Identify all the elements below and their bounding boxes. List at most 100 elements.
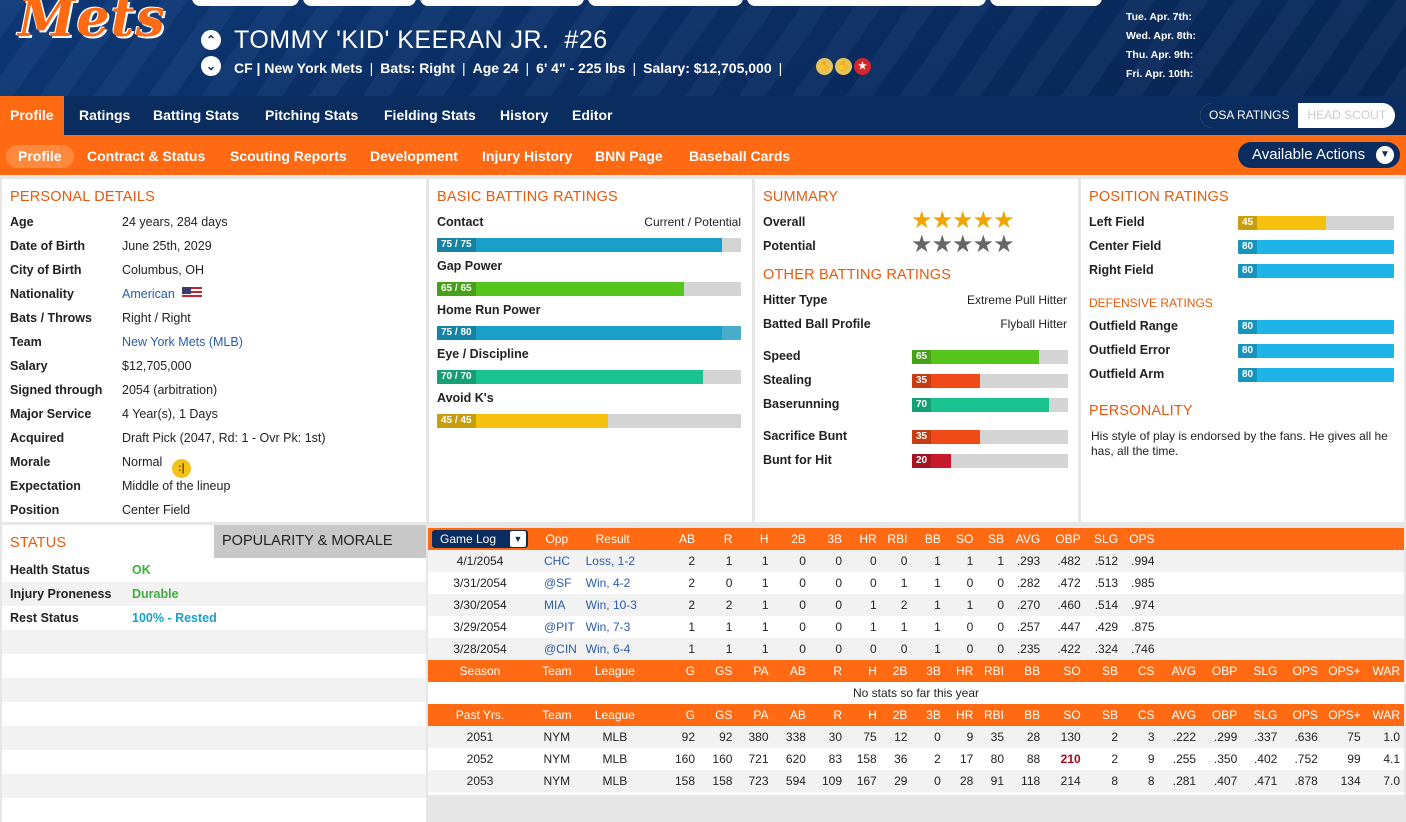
column-header[interactable]: HR [846, 528, 881, 550]
column-header[interactable]: SO [1044, 704, 1085, 726]
column-header[interactable]: 3B [911, 660, 945, 682]
column-header[interactable]: CS [1122, 660, 1159, 682]
opponent-link[interactable]: @CIN [532, 638, 582, 660]
tab-editor[interactable]: Editor [572, 107, 613, 123]
column-header[interactable]: PA [736, 704, 773, 726]
column-header[interactable]: H [846, 660, 881, 682]
column-header[interactable]: OPS+ [1321, 704, 1365, 726]
subtab-profile[interactable]: Profile [6, 145, 74, 168]
column-header[interactable]: SO [944, 528, 978, 550]
column-header[interactable]: WAR [1364, 660, 1404, 682]
subtab-bnn-page[interactable]: BNN Page [595, 148, 663, 164]
column-header[interactable]: SB [977, 528, 1009, 550]
tab-batting-stats[interactable]: Batting Stats [153, 107, 240, 123]
subtab-scouting-reports[interactable]: Scouting Reports [230, 148, 347, 164]
column-header[interactable]: HR [944, 704, 978, 726]
previous-player-chevron-up-icon[interactable]: ⌃ [201, 30, 221, 50]
top-nav-pill[interactable] [588, 0, 743, 6]
column-header[interactable]: G [648, 704, 699, 726]
column-header[interactable]: GS [699, 704, 737, 726]
tab-fielding-stats[interactable]: Fielding Stats [384, 107, 476, 123]
top-nav-pill[interactable] [303, 0, 416, 6]
column-header[interactable]: SLG [1241, 704, 1282, 726]
gamelog-row[interactable]: 3/30/2054 MIA Win, 10-3 2 2 1 0 0 1 2 1 1 0.270.460.… [428, 594, 1404, 616]
column-header[interactable]: R [809, 704, 846, 726]
column-header[interactable]: OPS [1281, 704, 1322, 726]
column-header[interactable]: SLG [1084, 528, 1123, 550]
column-header[interactable]: HR [944, 660, 978, 682]
column-header[interactable]: RBI [977, 660, 1009, 682]
column-header[interactable]: OBP [1200, 660, 1242, 682]
column-header[interactable]: OBP [1044, 528, 1085, 550]
subtab-development[interactable]: Development [370, 148, 458, 164]
column-header[interactable]: AB [772, 660, 810, 682]
column-header[interactable]: H [846, 704, 881, 726]
past-year-row[interactable]: 2051 NYM MLB 92 92 380 338 30 75 12 0 9 35 28 130 2 3.22… [428, 726, 1404, 748]
column-header[interactable]: Team [532, 704, 582, 726]
gamelog-row[interactable]: 3/29/2054 @PIT Win, 7-3 1 1 1 0 0 1 1 1 0 0 .257 .447.… [428, 616, 1404, 638]
column-header[interactable]: R [699, 528, 737, 550]
top-nav-pill[interactable] [420, 0, 584, 6]
game-result-link[interactable]: Win, 4-2 [585, 576, 631, 590]
column-header[interactable]: Result [581, 528, 649, 550]
game-result-link[interactable]: Loss, 1-2 [581, 550, 649, 572]
column-header[interactable]: BB [1008, 660, 1045, 682]
column-header[interactable]: AVG [1158, 704, 1201, 726]
available-actions-button[interactable]: Available Actions ▼ [1238, 142, 1400, 168]
nationality-link[interactable]: American [122, 287, 175, 301]
opponent-link[interactable]: MIA [532, 594, 582, 616]
game-result-link[interactable]: Win, 6-4 [581, 638, 649, 660]
gamelog-row[interactable]: 3/28/2054 @CIN Win, 6-4 1 1 1 0 0 0 0 1 0 0.235.422.… [428, 638, 1404, 660]
column-header[interactable]: League [581, 660, 649, 682]
column-header[interactable]: Opp [532, 528, 582, 550]
team-logo[interactable]: Mets [18, 0, 166, 49]
column-header[interactable]: CS [1122, 704, 1159, 726]
column-header[interactable]: Team [532, 660, 582, 682]
column-header[interactable]: SB [1084, 704, 1123, 726]
tab-profile[interactable]: Profile [0, 96, 64, 135]
column-header[interactable]: RBI [880, 528, 912, 550]
ratings-source-toggle[interactable]: OSA RATINGS HEAD SCOUT [1200, 103, 1396, 128]
column-header[interactable]: 2B [772, 528, 810, 550]
head-scout-option[interactable]: HEAD SCOUT [1307, 108, 1387, 122]
column-header[interactable]: AB [648, 528, 699, 550]
column-header[interactable]: 3B [911, 704, 945, 726]
column-header[interactable]: AB [772, 704, 810, 726]
column-header[interactable]: 2B [880, 704, 912, 726]
column-header[interactable]: BB [911, 528, 945, 550]
tab-ratings[interactable]: Ratings [79, 107, 131, 123]
column-header[interactable]: AVG [1008, 528, 1045, 550]
column-header[interactable]: SO [1044, 660, 1085, 682]
top-nav-pill[interactable] [192, 0, 299, 6]
game-result-link[interactable]: Win, 10-3 [581, 594, 649, 616]
column-header[interactable]: 3B [809, 528, 846, 550]
gamelog-row[interactable]: 4/1/2054 CHC Loss, 1-2 2 1 1 0 0 0 0 1 1 1.293.482.5… [428, 550, 1404, 572]
game-log-selector[interactable]: Game Log ▼ [432, 530, 528, 548]
tab-pitching-stats[interactable]: Pitching Stats [265, 107, 359, 123]
column-header[interactable]: Season [428, 660, 532, 682]
top-nav-pill[interactable] [747, 0, 986, 6]
status-tab[interactable]: STATUS [10, 535, 67, 551]
osa-ratings-option[interactable]: OSA RATINGS [1200, 103, 1299, 128]
subtab-injury-history[interactable]: Injury History [482, 148, 573, 164]
opponent-link[interactable]: @SF [544, 576, 572, 590]
opponent-link[interactable]: CHC [532, 550, 582, 572]
column-header[interactable]: League [581, 704, 649, 726]
column-header[interactable]: PA [736, 660, 773, 682]
column-header[interactable]: AVG [1158, 660, 1201, 682]
next-player-chevron-down-icon[interactable]: ⌄ [201, 56, 221, 76]
popularity-morale-tab[interactable]: POPULARITY & MORALE [214, 525, 426, 558]
subtab-contract-status[interactable]: Contract & Status [87, 148, 206, 164]
column-header[interactable]: SLG [1241, 660, 1282, 682]
column-header[interactable]: OPS [1122, 528, 1159, 550]
column-header[interactable]: R [809, 660, 846, 682]
column-header[interactable]: OPS [1281, 660, 1322, 682]
team-link[interactable]: New York Mets (MLB) [122, 335, 243, 349]
column-header[interactable]: H [736, 528, 773, 550]
column-header[interactable]: Past Yrs. [428, 704, 532, 726]
top-nav-pill[interactable] [990, 0, 1102, 6]
past-year-row[interactable]: 2053 NYM MLB 158 158 723 594 109 167 29 0 28 91 118 21… [428, 770, 1404, 792]
column-header[interactable]: OBP [1200, 704, 1242, 726]
column-header[interactable]: GS [699, 660, 737, 682]
column-header[interactable]: BB [1008, 704, 1045, 726]
